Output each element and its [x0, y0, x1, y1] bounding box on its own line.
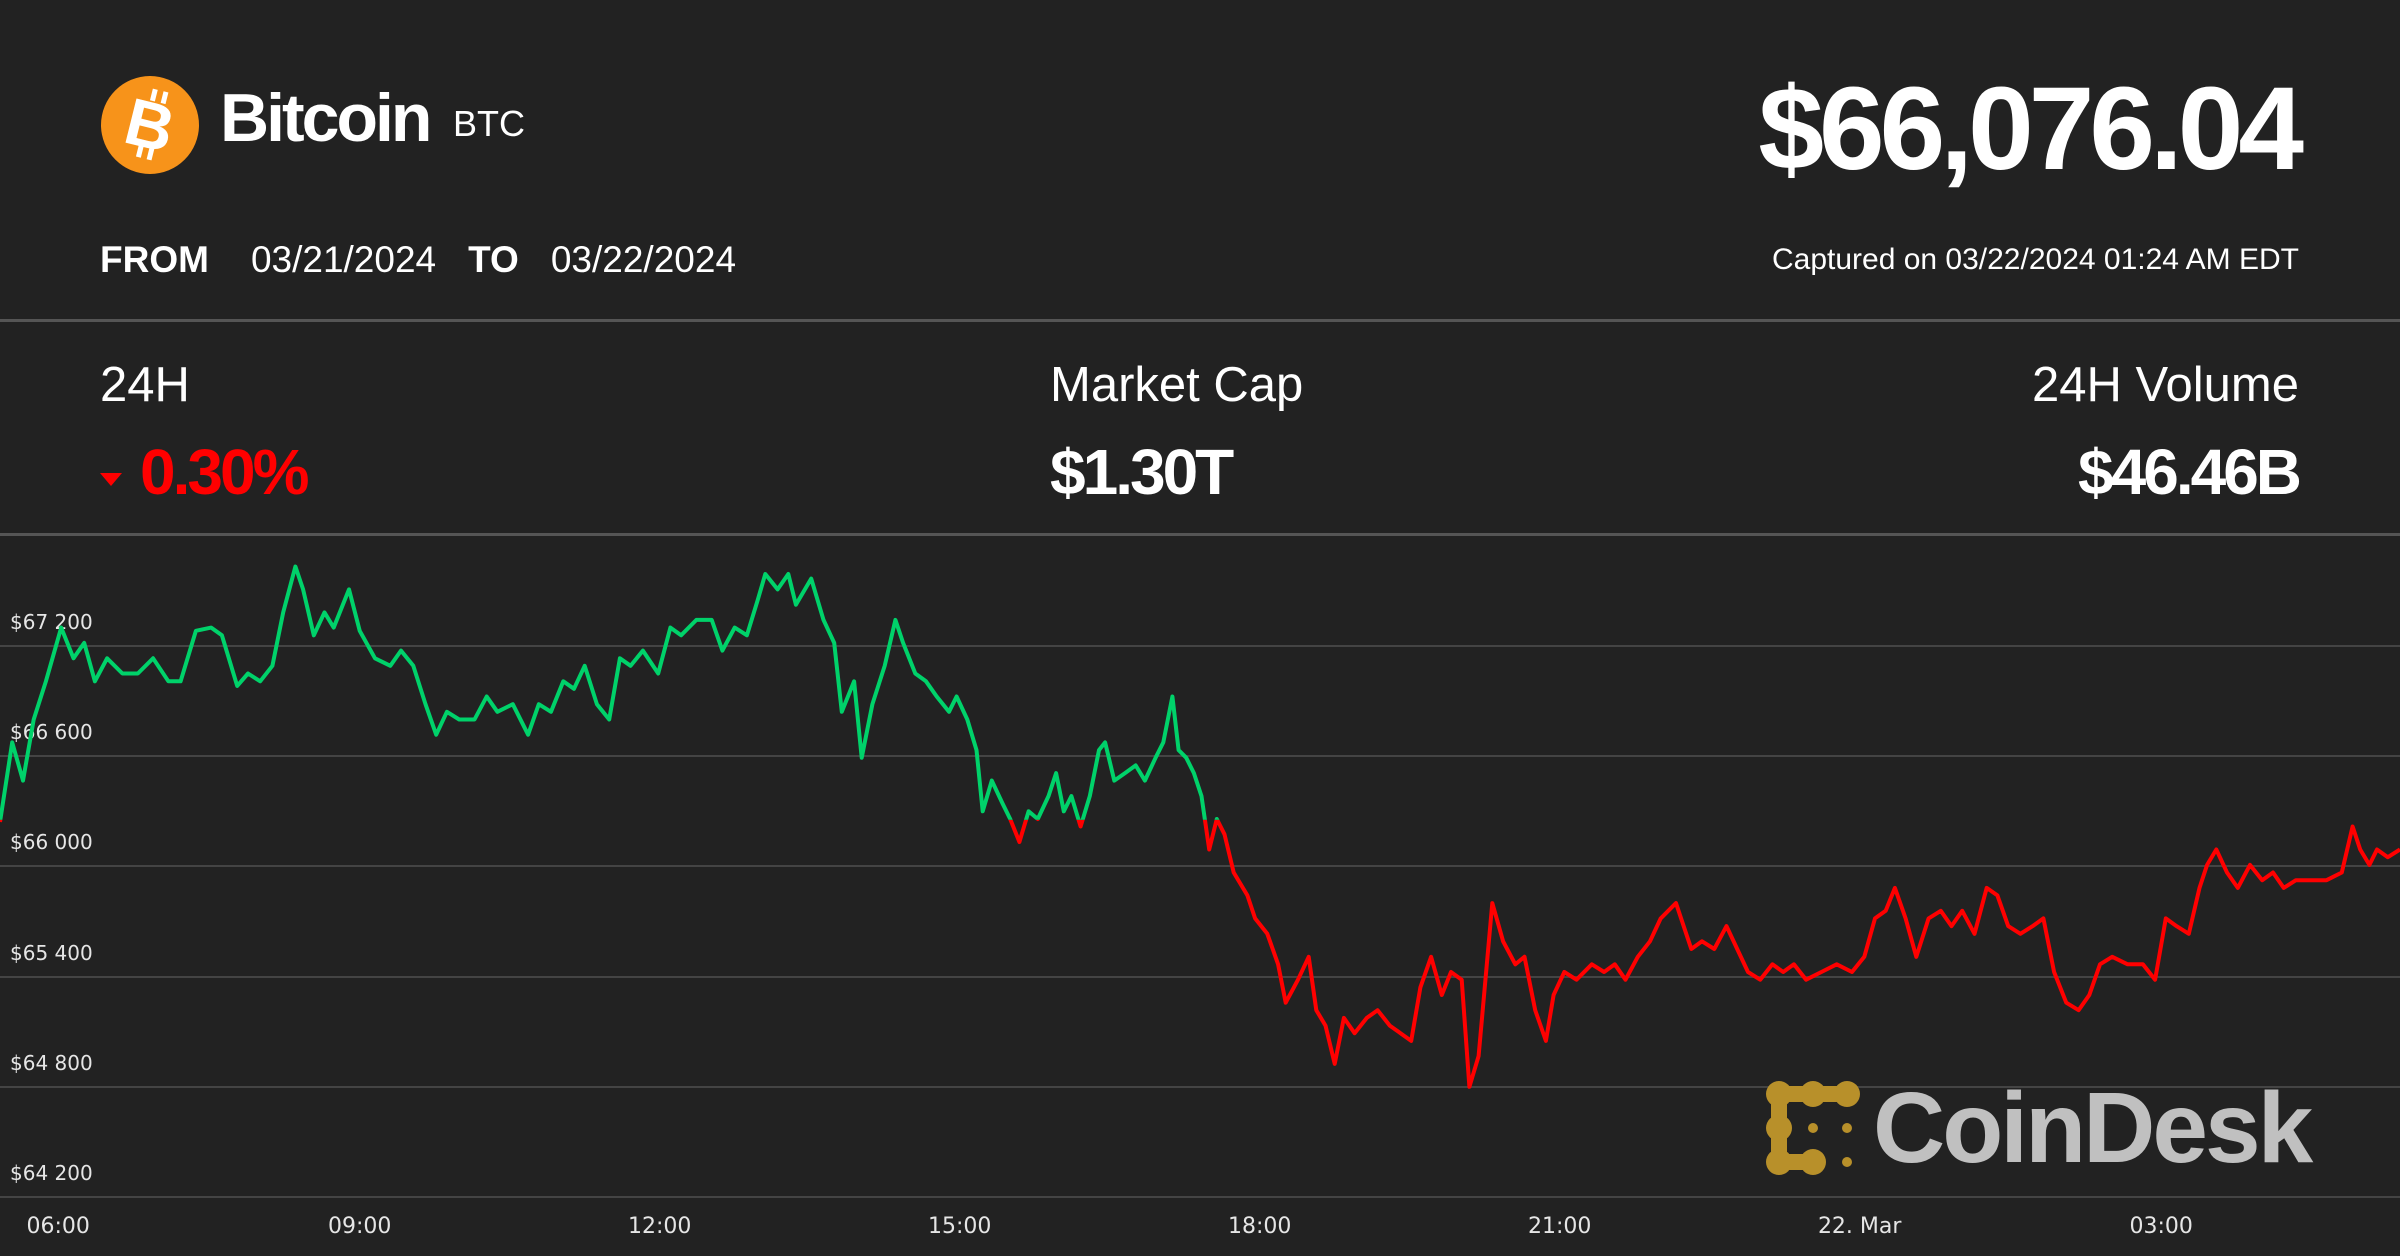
- change-percent: 0.30%: [140, 436, 309, 508]
- change-value: 0.30%: [100, 440, 309, 504]
- y-axis-label: $66 000: [10, 830, 93, 855]
- y-axis-label: $65 400: [10, 940, 93, 965]
- current-price: $66,076.04: [1758, 63, 2304, 195]
- y-axis-label: $67 200: [10, 610, 93, 634]
- volume-value: $46.46B: [2078, 436, 2302, 508]
- divider: [0, 533, 2400, 536]
- to-date: 03/22/2024: [550, 239, 737, 280]
- coin-name: Bitcoin: [220, 80, 432, 156]
- to-label: TO: [468, 239, 519, 280]
- gridline: [0, 1196, 2400, 1198]
- gridline: [0, 975, 2400, 978]
- divider: [0, 319, 2400, 322]
- market-cap-label: Market Cap: [1050, 358, 1304, 412]
- y-axis-label: $64 800: [10, 1050, 93, 1075]
- change-label: 24H: [100, 358, 190, 412]
- date-range: FROM 03/21/2024 TO 03/22/2024: [100, 241, 736, 278]
- x-axis-label: 06:00: [26, 1214, 90, 1239]
- down-arrow-icon: [100, 472, 122, 486]
- captured-timestamp: Captured on 03/22/2024 01:24 AM EDT: [1771, 243, 2299, 276]
- coin-symbol: BTC: [453, 103, 525, 144]
- x-axis-label: 09:00: [327, 1214, 392, 1239]
- x-axis-label: 12:00: [627, 1214, 692, 1239]
- gridline: [0, 645, 2400, 647]
- coindesk-wordmark: CoinDesk: [1873, 1072, 2313, 1184]
- x-axis-label: 18:00: [1227, 1214, 1292, 1239]
- from-label: FROM: [100, 239, 209, 280]
- coindesk-brand: CoinDesk: [1765, 1072, 2313, 1184]
- from-date: 03/21/2024: [250, 239, 437, 280]
- x-axis-label: 22. Mar: [1817, 1214, 1902, 1239]
- gridline: [0, 755, 2400, 758]
- x-axis-label: 15:00: [927, 1214, 992, 1239]
- coindesk-logo-icon: [1766, 1081, 1860, 1175]
- y-axis-label: $64 200: [10, 1161, 93, 1185]
- gridline: [0, 1085, 2400, 1088]
- market-cap-value: $1.30T: [1050, 436, 1234, 508]
- bitcoin-icon: B: [101, 76, 199, 174]
- volume-label: 24H Volume: [2032, 358, 2299, 412]
- gridline: [0, 865, 2400, 868]
- x-axis-label: 03:00: [2129, 1214, 2193, 1239]
- x-axis-label: 21:00: [1527, 1214, 1592, 1239]
